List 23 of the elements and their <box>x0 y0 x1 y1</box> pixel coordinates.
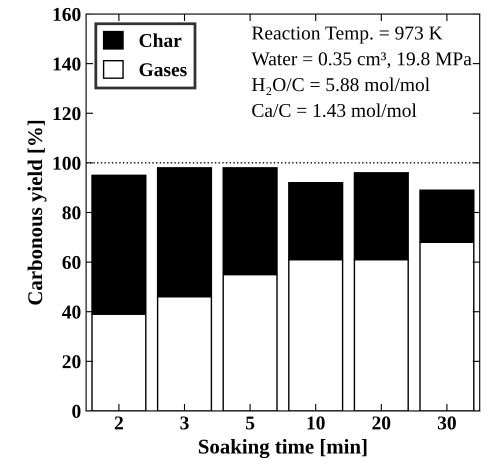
y-tick-label: 20 <box>62 355 80 368</box>
y-tick-label: 0 <box>72 404 80 418</box>
x-tick-label: 30 <box>438 416 456 430</box>
x-tick-label: 10 <box>308 416 325 430</box>
annotation: Reaction Temp. = 973 K <box>252 26 442 44</box>
y-tick-label: 40 <box>62 306 80 319</box>
x-tick-label: 20 <box>372 416 390 430</box>
legend-label: Gases <box>140 63 187 76</box>
y-tick-label: 80 <box>62 206 80 220</box>
y-tick-label: 100 <box>54 156 80 170</box>
y-axis-title: Carbonous yield [%] <box>28 120 47 305</box>
y-tick-label: 140 <box>54 57 80 71</box>
legend-label: Char <box>140 33 182 48</box>
x-axis-title: Soaking time [min] <box>198 439 366 458</box>
y-tick-label: 160 <box>54 8 80 21</box>
annotation: Water = 0.35 cm³, 19.8 MPa <box>251 52 472 68</box>
y-tick-label: 120 <box>54 107 80 120</box>
x-tick-label: 2 <box>114 416 123 430</box>
annotation: H₂O/C = 5.88 mol/mol <box>252 78 430 95</box>
annotation: Ca/C = 1.43 mol/mol <box>252 103 416 118</box>
y-tick-label: 60 <box>62 256 80 270</box>
x-tick-label: 3 <box>180 416 189 430</box>
x-tick-label: 5 <box>246 416 254 430</box>
